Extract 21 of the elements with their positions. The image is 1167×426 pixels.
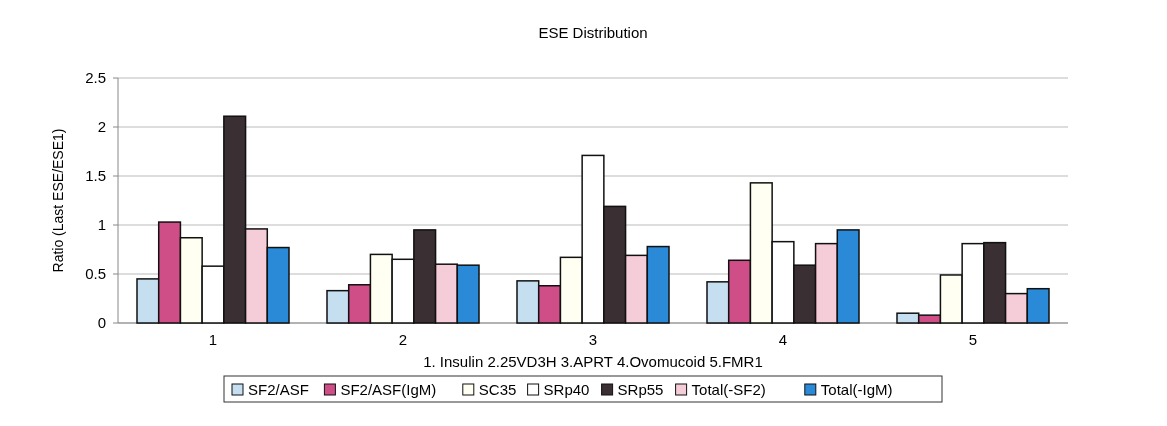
- y-tick-label: 0.5: [85, 265, 106, 283]
- x-tick-label: 2: [398, 331, 408, 348]
- x-axis-title: 1. Insulin 2.25VD3H 3.APRT 4.Ovomucoid 5.FMR1: [423, 353, 763, 370]
- legend-label: SC35: [478, 381, 517, 399]
- y-tick-label: 2.5: [85, 69, 106, 87]
- legend-label: SRp40: [543, 381, 590, 399]
- legend-label: SF2/ASF(IgM): [340, 381, 437, 399]
- y-axis-title: Ratio (Last ESE/ESE1): [50, 128, 66, 273]
- legend-label: SRp55: [617, 381, 664, 399]
- legend-label: Total(-SF2): [691, 381, 766, 399]
- x-tick-label: 4: [778, 331, 788, 348]
- chart-title: ESE Distribution: [538, 24, 648, 41]
- x-tick-label: 3: [588, 331, 598, 348]
- y-tick-label: 2: [97, 118, 106, 136]
- legend-label: SF2/ASF: [248, 381, 309, 399]
- y-tick-label: 1: [97, 216, 106, 234]
- legend-label: Total(-IgM): [820, 381, 893, 399]
- y-tick-label: 0: [97, 314, 106, 332]
- x-tick-label: 1: [208, 331, 218, 348]
- y-tick-label: 1.5: [85, 167, 106, 185]
- x-tick-label: 5: [968, 331, 978, 348]
